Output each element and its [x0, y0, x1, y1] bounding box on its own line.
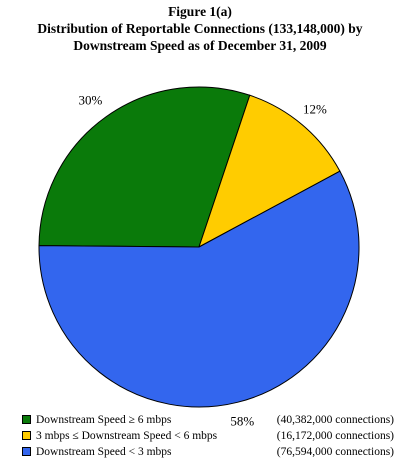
pie-slice-low-speed	[38, 170, 360, 408]
legend-label-high-speed: Downstream Speed ≥ 6 mbps	[36, 414, 172, 426]
legend-item-low-speed: Downstream Speed < 3 mbps (76,594,000 co…	[22, 444, 394, 460]
legend-swatch-low-speed	[22, 447, 31, 456]
chart-title: Figure 1(a) Distribution of Reportable C…	[0, 3, 400, 54]
percent-label-high-speed: 30%	[79, 92, 103, 107]
percent-label-low-speed: 58%	[230, 414, 254, 429]
legend-count-mid-speed: (16,172,000 connections)	[276, 430, 394, 442]
legend-count-low-speed: (76,594,000 connections)	[276, 446, 394, 458]
legend-item-mid-speed: 3 mbps ≤ Downstream Speed < 6 mbps (16,1…	[22, 428, 394, 444]
legend-label-low-speed: Downstream Speed < 3 mbps	[36, 446, 172, 458]
figure-label: Figure 1(a)	[168, 4, 232, 19]
legend-count-high-speed: (40,382,000 connections)	[276, 414, 394, 426]
legend-swatch-high-speed	[22, 415, 31, 424]
legend-label-mid-speed: 3 mbps ≤ Downstream Speed < 6 mbps	[36, 430, 218, 442]
legend-item-high-speed: Downstream Speed ≥ 6 mbps (40,382,000 co…	[22, 412, 394, 428]
title-line-2: Downstream Speed as of December 31, 2009	[73, 38, 327, 53]
legend-swatch-mid-speed	[22, 431, 31, 440]
percent-label-mid-speed: 12%	[303, 101, 327, 116]
title-line-1: Distribution of Reportable Connections (…	[37, 21, 363, 36]
legend: Downstream Speed ≥ 6 mbps (40,382,000 co…	[22, 412, 394, 460]
pie-slice-high-speed	[38, 86, 251, 248]
pie-slice-mid-speed	[198, 94, 341, 249]
